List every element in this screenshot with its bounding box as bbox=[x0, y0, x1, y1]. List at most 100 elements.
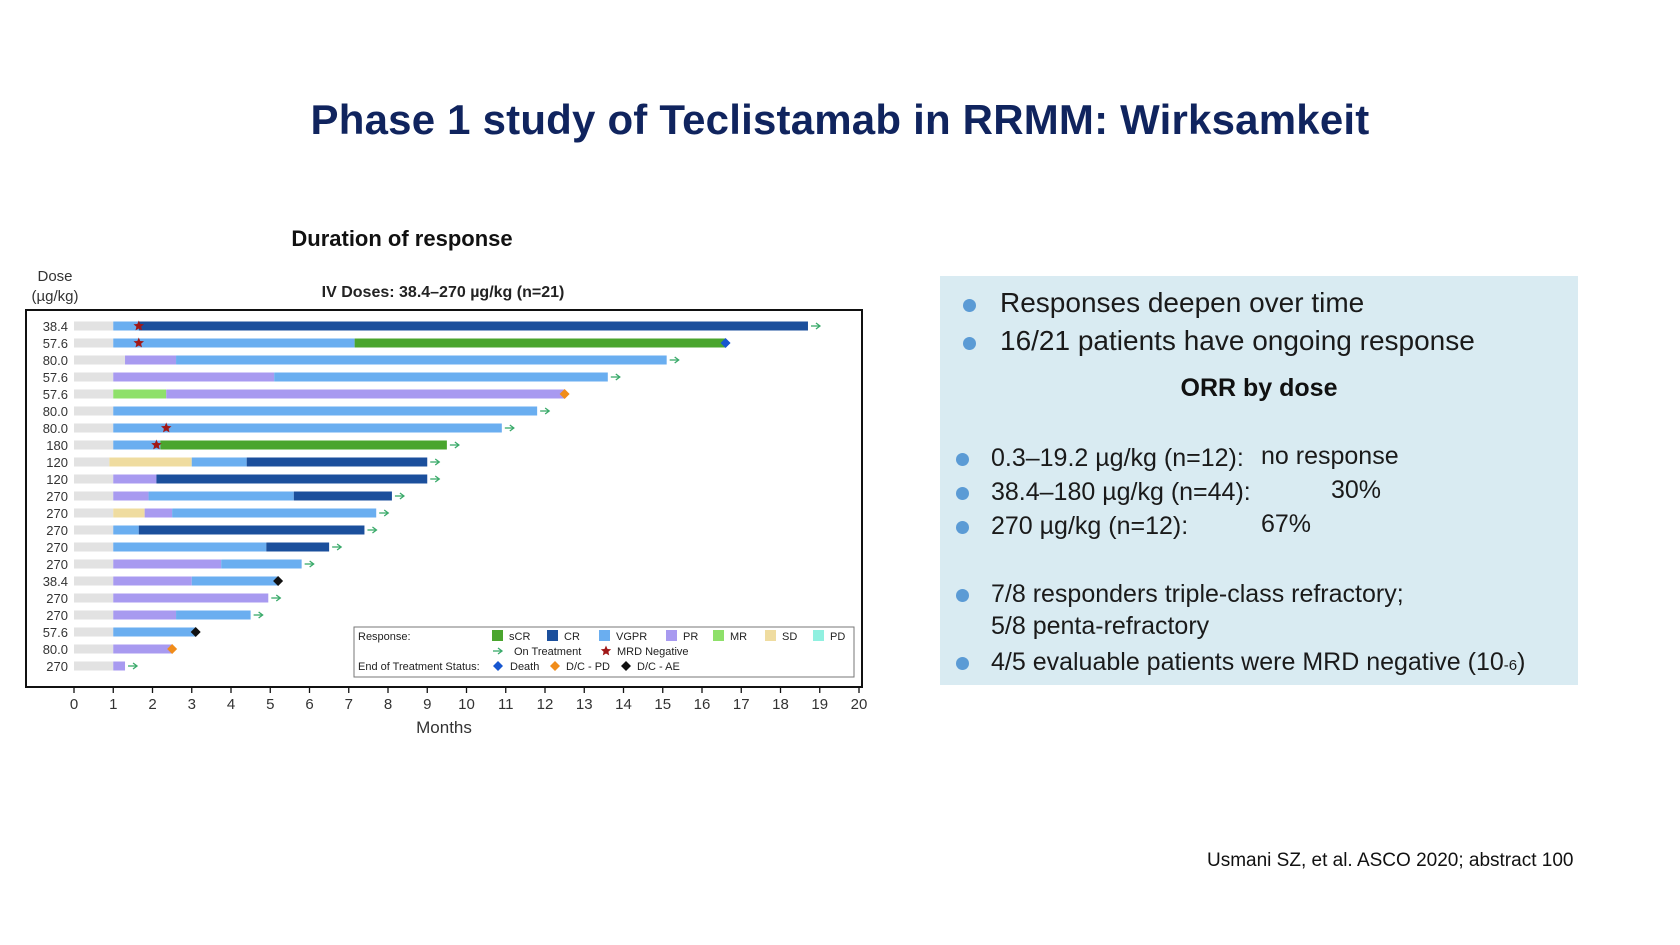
bar-segment-baseline bbox=[74, 644, 114, 654]
on-treatment-arrow bbox=[332, 543, 343, 551]
orr-row-label: 38.4–180 µg/kg (n=44): bbox=[991, 478, 1251, 506]
arrow-head bbox=[383, 509, 390, 517]
x-tick-label: 19 bbox=[811, 696, 828, 713]
legend-dc-ae-diamond-icon bbox=[621, 661, 631, 671]
bar-segment-vgpr bbox=[176, 610, 251, 620]
x-tick-label: 5 bbox=[266, 696, 274, 713]
bar-segment-vgpr bbox=[113, 338, 355, 348]
bar-segment-vgpr bbox=[113, 406, 538, 416]
slide-title: Phase 1 study of Teclistamab in RRMM: Wi… bbox=[310, 96, 1370, 143]
dose-label: 80.0 bbox=[43, 353, 68, 368]
bar-segment-vgpr bbox=[113, 525, 139, 535]
dose-label: 120 bbox=[46, 455, 68, 470]
bullet-dot-icon bbox=[956, 487, 969, 500]
bullet-triple-class: 7/8 responders triple-class refractory; bbox=[956, 580, 1404, 609]
arrow-head bbox=[509, 424, 515, 432]
x-tick-label: 13 bbox=[576, 696, 593, 713]
x-tick-label: 4 bbox=[227, 696, 235, 713]
dc-pd-marker bbox=[559, 389, 570, 399]
on-treatment-arrow bbox=[504, 424, 515, 432]
legend-label-death: Death bbox=[510, 661, 539, 673]
x-tick-label: 3 bbox=[188, 696, 196, 713]
legend-label-dc-ae: D/C - AE bbox=[637, 661, 680, 673]
bar-segment-pr bbox=[113, 644, 173, 654]
on-treatment-arrow bbox=[810, 322, 822, 330]
orr-row-value: 30% bbox=[1331, 476, 1382, 504]
x-tick-label: 6 bbox=[305, 696, 313, 713]
legend-on-treatment-arrow bbox=[493, 647, 504, 655]
dose-label: 270 bbox=[46, 540, 68, 555]
x-tick-label: 12 bbox=[537, 696, 554, 713]
bar-segment-pr bbox=[144, 508, 173, 518]
orr-row: 38.4–180 µg/kg (n=44): bbox=[956, 478, 1251, 507]
legend-death-diamond-icon bbox=[493, 661, 503, 671]
x-tick-label: 8 bbox=[384, 696, 392, 713]
bullet-dot-icon bbox=[956, 521, 969, 534]
bar-segment-baseline bbox=[74, 525, 114, 535]
bar-segment-baseline bbox=[74, 389, 114, 399]
bar-segment-pr bbox=[113, 610, 177, 620]
on-treatment-arrow bbox=[379, 509, 390, 517]
arrow-head bbox=[336, 543, 343, 551]
legend-label-sd: SD bbox=[782, 631, 797, 643]
on-treatment-arrow bbox=[128, 662, 139, 670]
bar-segment-baseline bbox=[74, 338, 114, 348]
bullet-mrd-close: ) bbox=[1517, 648, 1526, 676]
x-tick-label: 17 bbox=[733, 696, 750, 713]
bullet-deepen: Responses deepen over time bbox=[963, 287, 1364, 319]
dose-label: 270 bbox=[46, 506, 68, 521]
on-treatment-arrow bbox=[253, 611, 264, 619]
arrow-head bbox=[544, 407, 551, 415]
dose-label: 38.4 bbox=[43, 319, 68, 334]
arrow-head bbox=[615, 373, 621, 381]
x-tick-label: 11 bbox=[498, 696, 514, 713]
mrd-negative-star bbox=[133, 320, 144, 331]
bar-segment-vgpr bbox=[221, 559, 302, 569]
legend-dc-pd-diamond-icon bbox=[550, 661, 560, 671]
legend-label-pr: PR bbox=[683, 631, 698, 643]
bar-segment-baseline bbox=[74, 440, 114, 450]
x-tick-label: 7 bbox=[345, 696, 353, 713]
legend-label-mr: MR bbox=[730, 631, 747, 643]
bar-segment-vgpr bbox=[191, 576, 279, 586]
bar-segment-baseline bbox=[74, 321, 114, 331]
mrd-negative-star bbox=[161, 422, 172, 433]
legend-swatch-pr bbox=[666, 630, 677, 641]
x-tick-label: 10 bbox=[458, 696, 475, 713]
dose-label: 270 bbox=[46, 608, 68, 623]
on-treatment-arrow bbox=[430, 458, 441, 466]
dose-label: 270 bbox=[46, 591, 68, 606]
legend-swatch-cr bbox=[547, 630, 558, 641]
on-treatment-arrow bbox=[540, 407, 551, 415]
bar-segment-vgpr bbox=[113, 423, 502, 433]
bar-segment-sd bbox=[109, 457, 192, 467]
orr-row-label: 270 µg/kg (n=12): bbox=[991, 512, 1189, 540]
bar-segment-baseline bbox=[74, 355, 126, 365]
bar-segment-pr bbox=[113, 372, 275, 382]
arrow-head bbox=[132, 662, 139, 670]
death-marker bbox=[720, 338, 731, 348]
arrow-head bbox=[309, 560, 315, 568]
bullet-dot-icon bbox=[956, 589, 969, 602]
dose-label: 180 bbox=[46, 438, 68, 453]
dose-label: 80.0 bbox=[43, 404, 68, 419]
arrow-head bbox=[497, 647, 504, 655]
bar-segment-vgpr bbox=[113, 542, 267, 552]
bar-segment-cr bbox=[293, 491, 392, 501]
bar-segment-pr bbox=[113, 661, 126, 671]
orr-row: 0.3–19.2 µg/kg (n=12): bbox=[956, 444, 1244, 473]
bar-segment-baseline bbox=[74, 491, 114, 501]
arrow-head bbox=[674, 356, 680, 364]
bullet-mrd: 4/5 evaluable patients were MRD negative… bbox=[956, 648, 1525, 677]
dc-ae-marker bbox=[273, 576, 284, 586]
bar-segment-pr bbox=[113, 559, 222, 569]
bullet-dot-icon bbox=[963, 299, 976, 312]
bar-segment-vgpr bbox=[113, 440, 161, 450]
bar-segment-vgpr bbox=[191, 457, 247, 467]
bar-segment-pr bbox=[166, 389, 565, 399]
bar-segment-baseline bbox=[74, 372, 114, 382]
y-axis-label-line1: Dose bbox=[37, 268, 72, 285]
bar-segment-sd bbox=[113, 508, 145, 518]
on-treatment-arrow bbox=[610, 373, 621, 381]
bullet-deepen-text: Responses deepen over time bbox=[1000, 287, 1365, 318]
